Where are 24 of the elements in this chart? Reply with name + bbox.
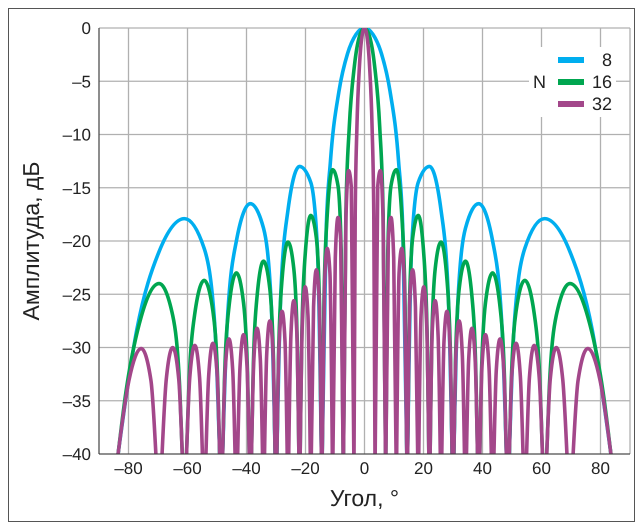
y-tick-label: –10 bbox=[62, 126, 91, 145]
x-tick-label: –20 bbox=[291, 459, 320, 478]
x-tick-label: 0 bbox=[360, 459, 370, 478]
x-tick-label: 60 bbox=[532, 459, 551, 478]
y-tick-label: –30 bbox=[62, 338, 91, 358]
y-tick-label: –25 bbox=[62, 285, 91, 304]
x-tick-label: 40 bbox=[473, 459, 492, 478]
y-tick-label: 0 bbox=[82, 19, 91, 38]
legend-title: N bbox=[533, 72, 546, 92]
y-tick-label: –15 bbox=[62, 178, 91, 198]
y-tick-label: –5 bbox=[72, 72, 91, 92]
x-tick-label: –40 bbox=[232, 459, 261, 478]
y-tick-label: –20 bbox=[62, 232, 91, 252]
legend-label: 16 bbox=[590, 72, 612, 92]
y-tick-label: –35 bbox=[62, 392, 91, 411]
x-axis-title: Угол, ° bbox=[330, 485, 400, 511]
x-tick-label: –80 bbox=[114, 459, 143, 478]
y-tick-label: –40 bbox=[62, 445, 91, 464]
x-tick-label: –60 bbox=[173, 459, 202, 478]
legend-label: 8 bbox=[600, 50, 612, 70]
x-tick-label: 20 bbox=[414, 459, 433, 478]
legend-label: 32 bbox=[590, 94, 612, 114]
x-tick-label: 80 bbox=[591, 459, 610, 478]
y-axis-title: Амплитуда, дБ bbox=[18, 162, 44, 320]
